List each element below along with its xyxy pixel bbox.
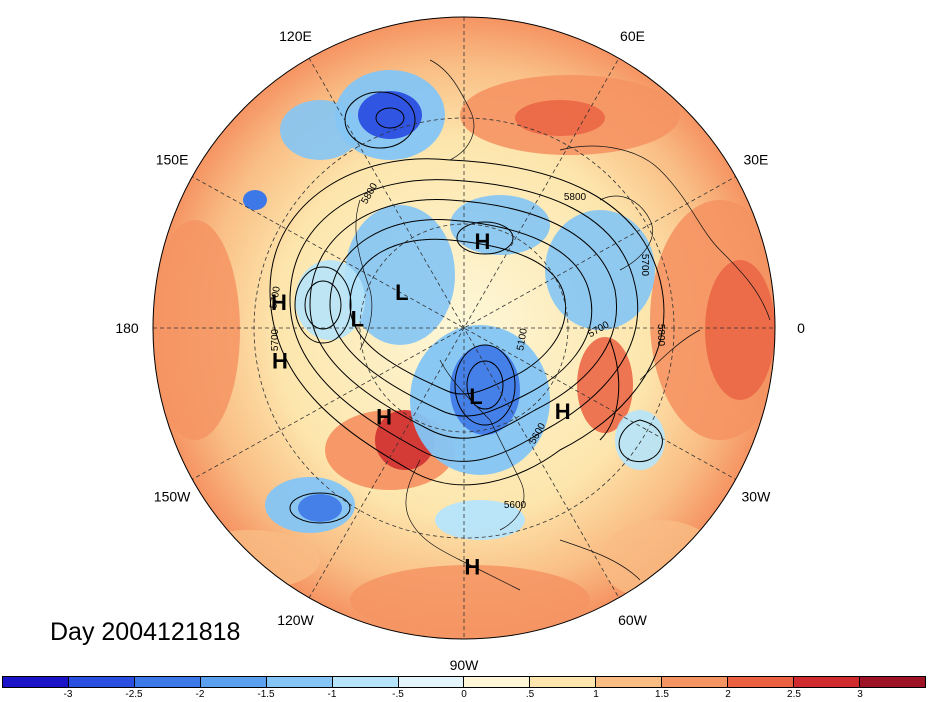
contour-label: 5800: [655, 324, 666, 347]
day-title: Day 2004121818: [50, 618, 241, 646]
longitude-label: 150W: [154, 489, 191, 505]
colorbar-swatch: [728, 677, 795, 687]
longitude-label: 90W: [450, 657, 480, 673]
colorbar-swatch: [398, 677, 465, 687]
colorbar-swatch: [530, 677, 597, 687]
colorbar-tick-label: 2.5: [787, 689, 801, 700]
colorbar-tick-label: -2.5: [125, 689, 143, 700]
colorbar-tick-label: -1.5: [257, 689, 275, 700]
longitude-label: 120E: [279, 28, 312, 44]
longitude-label: 30E: [743, 152, 768, 168]
high-pressure-label: H: [475, 229, 491, 254]
high-pressure-label: H: [272, 348, 288, 373]
colorbar-tick-label: 1.5: [655, 689, 669, 700]
colorbar-swatch: [859, 677, 925, 687]
colorbar-tick-label: -.5: [392, 689, 404, 700]
longitude-label: 180: [115, 320, 139, 336]
high-pressure-label: H: [555, 399, 571, 424]
colorbar-swatch: [794, 677, 860, 687]
longitude-labels: 90E60E30E030W60W90W120W150W180150E120E: [115, 28, 805, 673]
colorbar-tick-label: -2: [195, 689, 205, 700]
longitude-label: 120W: [277, 612, 314, 628]
colorbar-tick-label: -1: [327, 689, 337, 700]
map-boundary: [152, 16, 776, 640]
high-pressure-label: H: [271, 290, 287, 315]
high-pressure-label: H: [464, 555, 480, 580]
colorbar-swatch: [662, 677, 729, 687]
colorbar-swatch: [68, 677, 135, 687]
colorbar-tick-label: .5: [525, 689, 535, 700]
contour-label: 5800: [564, 192, 587, 203]
colorbar-swatch: [266, 677, 333, 687]
contour-label: 5600: [504, 500, 527, 511]
colorbar-swatch: [3, 677, 69, 687]
coastlines: [355, 59, 771, 591]
colorbar-tick-label: 1: [593, 689, 599, 700]
colorbar-swatch: [332, 677, 399, 687]
geopotential-contours: [269, 91, 665, 524]
longitude-label: 60W: [618, 612, 648, 628]
colorbar-tick-label: 0: [461, 689, 467, 700]
contour-label: 5700: [270, 328, 281, 351]
contour-label: 5700: [639, 254, 650, 277]
low-pressure-label: L: [395, 280, 408, 305]
graticule: [153, 17, 775, 639]
longitude-label: 60E: [620, 28, 645, 44]
colorbar-labels: -3 -2.5 -2 -1.5 -1 -.5 0 .5 1 1.5 2 2.5 3: [0, 689, 928, 702]
longitude-label: 0: [797, 320, 805, 336]
high-pressure-label: H: [376, 405, 392, 430]
pressure-centers: H H H H H H L L L: [271, 229, 571, 580]
low-pressure-label: L: [351, 307, 364, 332]
contour-label: 5100: [515, 327, 530, 351]
colorbar-swatch: [200, 677, 267, 687]
colorbar-tick-label: 3: [857, 689, 863, 700]
contour-label: 5700: [268, 285, 283, 309]
colorbar-tick-label: 2: [725, 689, 731, 700]
colorbar-swatch: [596, 677, 663, 687]
longitude-label: 30W: [742, 489, 772, 505]
colorbar: [2, 676, 926, 688]
longitude-label: 150E: [156, 152, 189, 168]
low-pressure-label: L: [469, 384, 482, 409]
colorbar-swatch: [464, 677, 531, 687]
colorbar-tick-label: -3: [63, 689, 73, 700]
colorbar-swatch: [134, 677, 201, 687]
